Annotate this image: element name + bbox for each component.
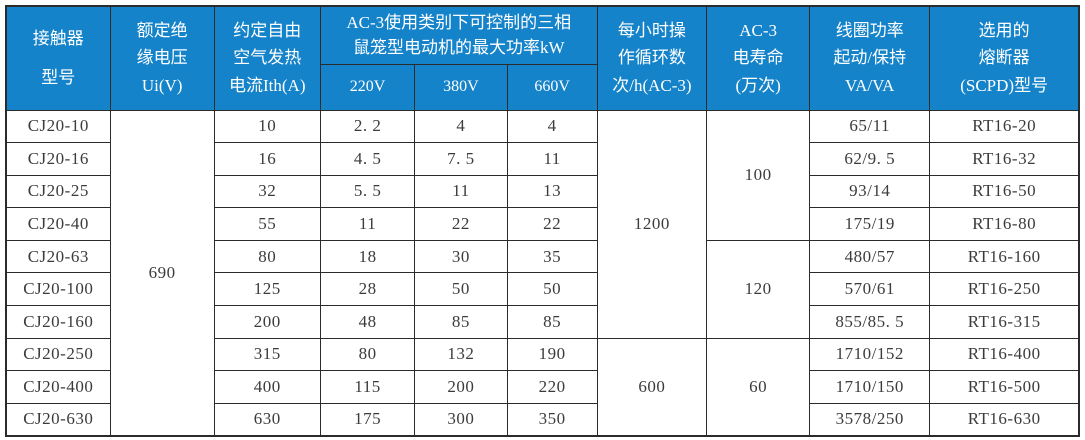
cell-power-380: 30 [414,239,508,274]
cell-power-220: 18 [319,239,416,274]
cell-coil-power: 3578/250 [809,402,931,437]
cell-power-380: 200 [414,370,508,404]
cell-power-220: 2. 2 [319,109,416,144]
cell-ui-merged: 690 [109,109,215,437]
cell-model: CJ20-40 [5,207,111,241]
table-row: CJ20-250 315 80 132 190 600 60 1710/152 … [5,337,1080,437]
cell-model: CJ20-10 [5,109,111,144]
cell-ith: 630 [213,402,321,437]
cell-life-merged: 120 [706,239,811,339]
cell-coil-power: 93/14 [809,174,931,209]
cell-power-660: 4 [506,109,598,144]
cell-model: CJ20-100 [5,272,111,307]
header-fuse: 选用的 熔断器 (SCPD)型号 [929,5,1080,111]
cell-life-merged: 60 [706,337,811,437]
cell-coil-power: 1710/152 [809,337,931,372]
cell-model: CJ20-250 [5,337,111,372]
cell-power-660: 13 [506,174,598,209]
header-voltage-660: 660V [506,63,598,111]
cell-power-660: 50 [506,272,598,307]
cell-power-380: 50 [414,272,508,307]
cell-fuse: RT16-20 [929,109,1080,144]
table-row: CJ20-10 690 10 2. 2 4 4 1200 100 65/11 R… [5,109,1080,437]
cell-power-660: 11 [506,142,598,176]
cell-ith: 125 [213,272,321,307]
cell-power-220: 80 [319,337,416,372]
table-body: CJ20-10 690 10 2. 2 4 4 1200 100 65/11 R… [5,109,1080,437]
cell-coil-power: 175/19 [809,207,931,241]
cell-fuse: RT16-630 [929,402,1080,437]
cell-power-220: 5. 5 [319,174,416,209]
header-coil-power: 线圈功率 起动/保持 VA/VA [809,5,931,111]
header-thermal-current: 约定自由 空气发热 电流Ith(A) [213,5,321,111]
header-voltage-220: 220V [319,63,416,111]
table-row: CJ20-630 630 175 300 350 3578/250 RT16-6… [5,402,1080,437]
cell-power-660: 190 [506,337,598,372]
cell-cycles-merged: 600 [596,337,708,437]
cell-ith: 32 [213,174,321,209]
cell-ith: 200 [213,305,321,339]
cell-power-660: 220 [506,370,598,404]
cell-power-380: 300 [414,402,508,437]
header-voltage-380: 380V [414,63,508,111]
table-row: CJ20-16 16 4. 5 7. 5 11 62/9. 5 RT16-32 [5,142,1080,176]
cell-ith: 315 [213,337,321,372]
cell-coil-power: 65/11 [809,109,931,144]
contactor-spec-table: 接触器 型号 额定绝 缘电压 Ui(V) 约定自由 空气发热 电流Ith(A) … [5,5,1080,437]
cell-model: CJ20-16 [5,142,111,176]
cell-fuse: RT16-32 [929,142,1080,176]
cell-power-660: 350 [506,402,598,437]
cell-model: CJ20-63 [5,239,111,274]
cell-coil-power: 855/85. 5 [809,305,931,339]
cell-power-380: 22 [414,207,508,241]
cell-fuse: RT16-50 [929,174,1080,209]
cell-ith: 400 [213,370,321,404]
cell-power-660: 22 [506,207,598,241]
cell-ith: 80 [213,239,321,274]
cell-fuse: RT16-80 [929,207,1080,241]
table-row: CJ20-100 125 28 50 50 570/61 RT16-250 [5,272,1080,307]
header-model: 接触器 型号 [5,5,111,111]
cell-power-220: 115 [319,370,416,404]
header-electrical-life: AC-3 电寿命 (万次) [706,5,811,111]
cell-power-380: 11 [414,174,508,209]
cell-power-380: 4 [414,109,508,144]
cell-fuse: RT16-400 [929,337,1080,372]
cell-power-380: 85 [414,305,508,339]
table-header: 接触器 型号 额定绝 缘电压 Ui(V) 约定自由 空气发热 电流Ith(A) … [5,5,1080,111]
cell-power-220: 11 [319,207,416,241]
cell-model: CJ20-400 [5,370,111,404]
cell-model: CJ20-160 [5,305,111,339]
cell-power-220: 28 [319,272,416,307]
cell-fuse: RT16-500 [929,370,1080,404]
cell-coil-power: 480/57 [809,239,931,274]
header-insulation-voltage: 额定绝 缘电压 Ui(V) [109,5,215,111]
cell-coil-power: 570/61 [809,272,931,307]
header-row-top: 接触器 型号 额定绝 缘电压 Ui(V) 约定自由 空气发热 电流Ith(A) … [5,5,1080,111]
cell-ith: 16 [213,142,321,176]
cell-power-220: 48 [319,305,416,339]
cell-power-220: 4. 5 [319,142,416,176]
cell-power-380: 132 [414,337,508,372]
cell-model: CJ20-25 [5,174,111,209]
cell-power-660: 35 [506,239,598,274]
header-row-voltages: 220V 380V 660V [6,63,1079,111]
cell-coil-power: 62/9. 5 [809,142,931,176]
header-power-group: AC-3使用类别下可控制的三相 鼠笼型电动机的最大功率kW [319,5,598,65]
cell-power-660: 85 [506,305,598,339]
cell-ith: 55 [213,207,321,241]
cell-ith: 10 [213,109,321,144]
cell-coil-power: 1710/150 [809,370,931,404]
header-cycles-per-hour: 每小时操 作循环数 次/h(AC-3) [596,5,708,111]
table-row: CJ20-25 32 5. 5 11 13 93/14 RT16-50 [5,174,1080,209]
cell-model: CJ20-630 [5,402,111,437]
cell-cycles-merged: 1200 [596,109,708,339]
cell-power-380: 7. 5 [414,142,508,176]
cell-fuse: RT16-250 [929,272,1080,307]
table-row: CJ20-63 80 18 30 35 120 480/57 RT16-160 [5,239,1080,339]
cell-fuse: RT16-160 [929,239,1080,274]
cell-fuse: RT16-315 [929,305,1080,339]
cell-life-merged: 100 [706,109,811,241]
cell-power-220: 175 [319,402,416,437]
